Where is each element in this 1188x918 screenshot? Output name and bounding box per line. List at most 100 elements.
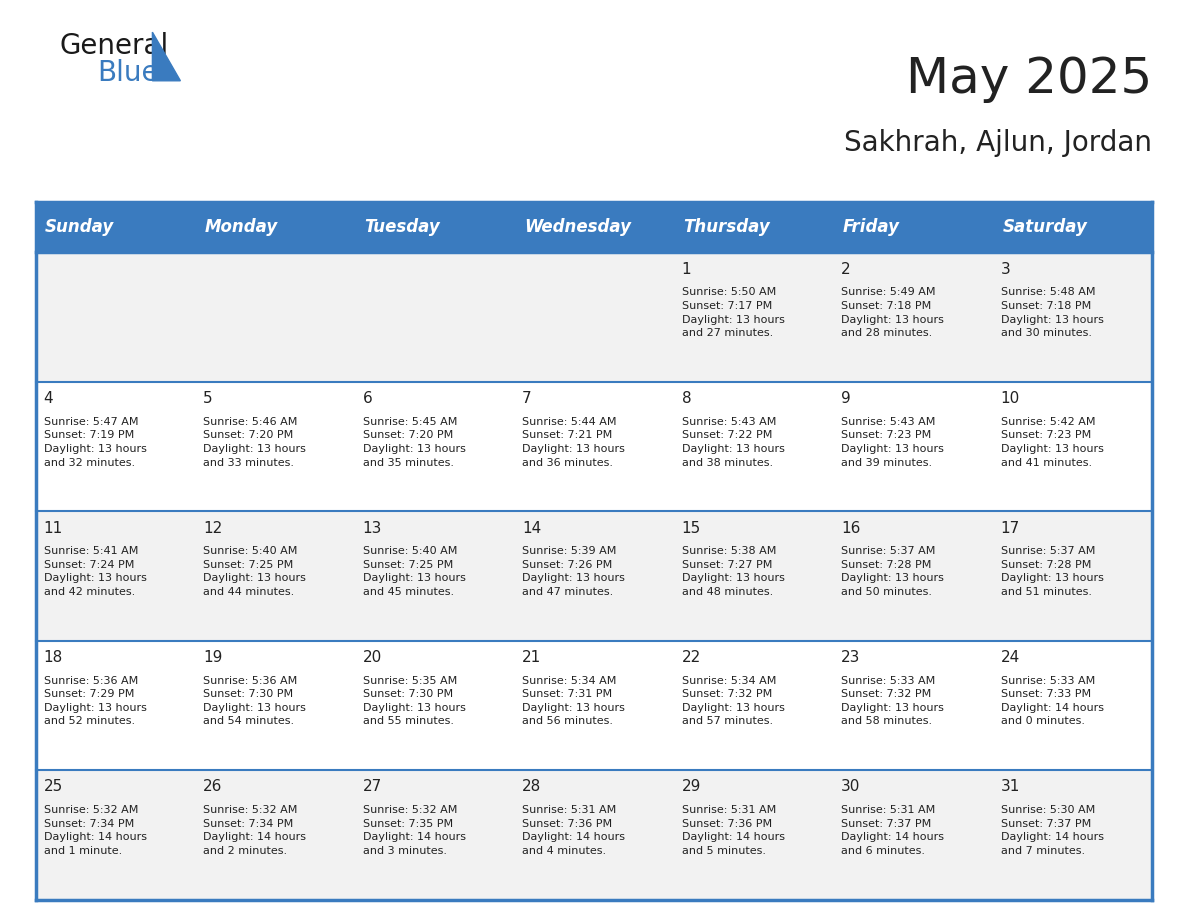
Bar [195,202,355,252]
Bar [355,252,514,382]
Text: Sunrise: 5:43 AM
Sunset: 7:22 PM
Daylight: 13 hours
and 38 minutes.: Sunrise: 5:43 AM Sunset: 7:22 PM Dayligh… [682,417,784,467]
Text: Friday: Friday [842,218,899,236]
Text: 21: 21 [523,650,542,665]
Text: Sunrise: 5:36 AM
Sunset: 7:30 PM
Daylight: 13 hours
and 54 minutes.: Sunrise: 5:36 AM Sunset: 7:30 PM Dayligh… [203,676,307,726]
Bar [674,770,833,900]
Text: Sunrise: 5:31 AM
Sunset: 7:36 PM
Daylight: 14 hours
and 4 minutes.: Sunrise: 5:31 AM Sunset: 7:36 PM Dayligh… [523,805,625,856]
Text: 17: 17 [1000,521,1020,535]
Bar [514,511,674,641]
Bar [195,770,355,900]
Text: Sunrise: 5:33 AM
Sunset: 7:32 PM
Daylight: 13 hours
and 58 minutes.: Sunrise: 5:33 AM Sunset: 7:32 PM Dayligh… [841,676,944,726]
Text: Sunrise: 5:41 AM
Sunset: 7:24 PM
Daylight: 13 hours
and 42 minutes.: Sunrise: 5:41 AM Sunset: 7:24 PM Dayligh… [44,546,146,597]
Bar [514,202,674,252]
Text: Sunrise: 5:46 AM
Sunset: 7:20 PM
Daylight: 13 hours
and 33 minutes.: Sunrise: 5:46 AM Sunset: 7:20 PM Dayligh… [203,417,307,467]
Bar [674,641,833,770]
Text: Sakhrah, Ajlun, Jordan: Sakhrah, Ajlun, Jordan [845,129,1152,157]
Text: Saturday: Saturday [1003,218,1087,236]
Text: 15: 15 [682,521,701,535]
Text: Sunrise: 5:40 AM
Sunset: 7:25 PM
Daylight: 13 hours
and 44 minutes.: Sunrise: 5:40 AM Sunset: 7:25 PM Dayligh… [203,546,307,597]
Text: Sunrise: 5:37 AM
Sunset: 7:28 PM
Daylight: 13 hours
and 51 minutes.: Sunrise: 5:37 AM Sunset: 7:28 PM Dayligh… [1000,546,1104,597]
Bar [36,641,195,770]
Bar [993,382,1152,511]
Bar [195,382,355,511]
Text: 23: 23 [841,650,860,665]
Bar [993,252,1152,382]
Text: 9: 9 [841,391,851,406]
Bar [833,641,993,770]
Text: Thursday: Thursday [683,218,770,236]
Text: 5: 5 [203,391,213,406]
Bar [355,511,514,641]
Bar [514,252,674,382]
Bar [674,511,833,641]
Text: Blue: Blue [97,59,159,87]
Text: 26: 26 [203,779,222,794]
Bar [36,770,195,900]
Text: Sunrise: 5:38 AM
Sunset: 7:27 PM
Daylight: 13 hours
and 48 minutes.: Sunrise: 5:38 AM Sunset: 7:27 PM Dayligh… [682,546,784,597]
Text: 4: 4 [44,391,53,406]
Text: Sunrise: 5:31 AM
Sunset: 7:37 PM
Daylight: 14 hours
and 6 minutes.: Sunrise: 5:31 AM Sunset: 7:37 PM Dayligh… [841,805,944,856]
Text: 10: 10 [1000,391,1020,406]
Text: Tuesday: Tuesday [365,218,440,236]
Bar [674,382,833,511]
Text: Sunrise: 5:32 AM
Sunset: 7:34 PM
Daylight: 14 hours
and 2 minutes.: Sunrise: 5:32 AM Sunset: 7:34 PM Dayligh… [203,805,307,856]
Text: 30: 30 [841,779,860,794]
Text: 28: 28 [523,779,542,794]
Text: 29: 29 [682,779,701,794]
Bar [833,202,993,252]
Text: 2: 2 [841,262,851,276]
Bar [195,511,355,641]
Bar [355,202,514,252]
Bar [36,202,195,252]
Text: 25: 25 [44,779,63,794]
Text: 12: 12 [203,521,222,535]
Text: Wednesday: Wednesday [524,218,631,236]
Text: 13: 13 [362,521,383,535]
Text: 3: 3 [1000,262,1011,276]
Bar [833,770,993,900]
Bar [993,511,1152,641]
Bar [355,770,514,900]
Text: Sunrise: 5:45 AM
Sunset: 7:20 PM
Daylight: 13 hours
and 35 minutes.: Sunrise: 5:45 AM Sunset: 7:20 PM Dayligh… [362,417,466,467]
Text: Sunrise: 5:43 AM
Sunset: 7:23 PM
Daylight: 13 hours
and 39 minutes.: Sunrise: 5:43 AM Sunset: 7:23 PM Dayligh… [841,417,944,467]
Text: Sunrise: 5:50 AM
Sunset: 7:17 PM
Daylight: 13 hours
and 27 minutes.: Sunrise: 5:50 AM Sunset: 7:17 PM Dayligh… [682,287,784,338]
Text: Sunrise: 5:49 AM
Sunset: 7:18 PM
Daylight: 13 hours
and 28 minutes.: Sunrise: 5:49 AM Sunset: 7:18 PM Dayligh… [841,287,944,338]
Bar [993,641,1152,770]
Text: General: General [59,31,169,60]
Text: Sunrise: 5:33 AM
Sunset: 7:33 PM
Daylight: 14 hours
and 0 minutes.: Sunrise: 5:33 AM Sunset: 7:33 PM Dayligh… [1000,676,1104,726]
Text: 7: 7 [523,391,532,406]
Text: Sunrise: 5:35 AM
Sunset: 7:30 PM
Daylight: 13 hours
and 55 minutes.: Sunrise: 5:35 AM Sunset: 7:30 PM Dayligh… [362,676,466,726]
Text: 22: 22 [682,650,701,665]
Bar [195,641,355,770]
Bar [674,252,833,382]
Bar [36,382,195,511]
Bar [833,382,993,511]
Text: 14: 14 [523,521,542,535]
Text: Sunrise: 5:39 AM
Sunset: 7:26 PM
Daylight: 13 hours
and 47 minutes.: Sunrise: 5:39 AM Sunset: 7:26 PM Dayligh… [523,546,625,597]
Text: Sunrise: 5:40 AM
Sunset: 7:25 PM
Daylight: 13 hours
and 45 minutes.: Sunrise: 5:40 AM Sunset: 7:25 PM Dayligh… [362,546,466,597]
Bar [993,202,1152,252]
Text: 24: 24 [1000,650,1020,665]
Bar [355,641,514,770]
Text: 19: 19 [203,650,222,665]
Text: Sunrise: 5:37 AM
Sunset: 7:28 PM
Daylight: 13 hours
and 50 minutes.: Sunrise: 5:37 AM Sunset: 7:28 PM Dayligh… [841,546,944,597]
Text: Sunrise: 5:44 AM
Sunset: 7:21 PM
Daylight: 13 hours
and 36 minutes.: Sunrise: 5:44 AM Sunset: 7:21 PM Dayligh… [523,417,625,467]
Text: Sunrise: 5:42 AM
Sunset: 7:23 PM
Daylight: 13 hours
and 41 minutes.: Sunrise: 5:42 AM Sunset: 7:23 PM Dayligh… [1000,417,1104,467]
Text: Sunrise: 5:34 AM
Sunset: 7:32 PM
Daylight: 13 hours
and 57 minutes.: Sunrise: 5:34 AM Sunset: 7:32 PM Dayligh… [682,676,784,726]
Text: 11: 11 [44,521,63,535]
Bar [833,252,993,382]
Text: Sunrise: 5:31 AM
Sunset: 7:36 PM
Daylight: 14 hours
and 5 minutes.: Sunrise: 5:31 AM Sunset: 7:36 PM Dayligh… [682,805,785,856]
Bar [355,382,514,511]
Text: May 2025: May 2025 [906,55,1152,103]
Bar [514,770,674,900]
Text: 27: 27 [362,779,381,794]
Text: Sunrise: 5:36 AM
Sunset: 7:29 PM
Daylight: 13 hours
and 52 minutes.: Sunrise: 5:36 AM Sunset: 7:29 PM Dayligh… [44,676,146,726]
Bar [195,252,355,382]
Bar [993,770,1152,900]
Text: Sunrise: 5:32 AM
Sunset: 7:35 PM
Daylight: 14 hours
and 3 minutes.: Sunrise: 5:32 AM Sunset: 7:35 PM Dayligh… [362,805,466,856]
Text: Sunrise: 5:48 AM
Sunset: 7:18 PM
Daylight: 13 hours
and 30 minutes.: Sunrise: 5:48 AM Sunset: 7:18 PM Dayligh… [1000,287,1104,338]
Text: 16: 16 [841,521,860,535]
Text: Sunrise: 5:32 AM
Sunset: 7:34 PM
Daylight: 14 hours
and 1 minute.: Sunrise: 5:32 AM Sunset: 7:34 PM Dayligh… [44,805,146,856]
Text: 1: 1 [682,262,691,276]
Text: Sunrise: 5:47 AM
Sunset: 7:19 PM
Daylight: 13 hours
and 32 minutes.: Sunrise: 5:47 AM Sunset: 7:19 PM Dayligh… [44,417,146,467]
